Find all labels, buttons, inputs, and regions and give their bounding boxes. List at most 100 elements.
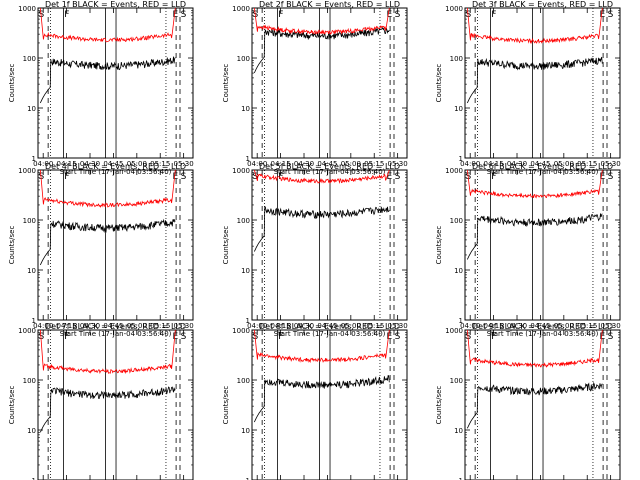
y-axis-label: Counts/sec [435,386,443,425]
segment-label: S [608,10,614,20]
panel-title: Det 7f BLACK = Events, RED = LLD [45,322,186,331]
panel-title: Det 4f BLACK = Events, RED = LLD [45,162,186,171]
segment-label: S [181,172,187,182]
panel-title: Det 6f BLACK = Events, RED = LLD [472,162,613,171]
events-series-line [253,26,390,74]
plot-frame [464,7,621,159]
panel-title: Det 9f BLACK = Events, RED = LLD [472,322,613,331]
x-tick-label: 04:30 [294,160,314,168]
segment-label: S [465,332,471,342]
segment-label: F [278,10,283,20]
segment-label: S [181,332,187,342]
panel-4: Det 4f BLACK = Events, RED = LLD 1 10 100 10… [8,162,194,338]
lld-series-line [466,7,603,44]
y-tick-label: 1000 [232,5,250,13]
segment-label: F [64,172,69,182]
x-tick-label: 05:15 [364,160,384,168]
x-tick-label: 04:45 [103,322,123,330]
plot-frame [37,329,194,480]
y-tick-label: 1 [459,317,463,325]
segment-label: E [387,10,393,20]
panel-title: Det 5f BLACK = Events, RED = LLD [259,162,400,171]
segment-label: E [600,172,606,182]
segment-label: E [387,332,393,342]
x-tick-label: 04:00 [460,322,480,330]
y-tick-label: 1 [246,317,250,325]
x-tick-label: 04:45 [530,322,550,330]
y-tick-label: 100 [237,55,250,63]
segment-label: S [181,10,187,20]
panel-title: Det 1f BLACK = Events, RED = LLD [45,0,186,9]
x-tick-label: 04:00 [33,160,53,168]
x-tick-label: 04:30 [507,322,527,330]
y-tick-label: 1 [246,477,250,480]
x-tick-label: 04:45 [530,160,550,168]
x-tick-label: 04:15 [271,322,291,330]
segment-label: F [491,332,496,342]
y-axis-label: Counts/sec [8,226,16,265]
x-tick-label: 05:30 [388,322,408,330]
x-tick-label: 04:30 [80,160,100,168]
events-series-line [39,218,176,266]
y-tick-label: 1000 [445,167,463,175]
x-tick-label: 05:15 [577,322,597,330]
x-tick-label: 05:15 [364,322,384,330]
events-series-line [39,386,176,433]
panel-8: Det 8f BLACK = Events, RED = LLD 1 10 100 10… [222,322,408,480]
x-tick-label: 05:30 [388,160,408,168]
plot-frame [251,7,408,159]
x-tick-label: 04:15 [484,322,504,330]
x-tick-label: 05:00 [341,160,361,168]
y-tick-label: 1 [32,477,36,480]
x-tick-label: 05:00 [127,160,147,168]
y-axis-label: Counts/sec [222,64,230,103]
segment-label: S [38,172,44,182]
x-tick-label: 05:00 [554,160,574,168]
y-tick-label: 1 [32,155,36,163]
plot-frame [251,329,408,480]
lld-series-line [253,7,390,35]
segment-label: E [600,332,606,342]
segment-label: S [38,332,44,342]
segment-label: E [600,10,606,20]
y-tick-label: 10 [27,267,36,275]
plot-frame [464,169,621,321]
x-tick-label: 04:30 [80,322,100,330]
lld-series-line [466,329,603,368]
panel-title: Det 3f BLACK = Events, RED = LLD [472,0,613,9]
segment-label: S [252,172,258,182]
x-tick-label: 04:45 [317,160,337,168]
x-tick-label: 04:00 [247,322,267,330]
lld-series-line [253,169,390,185]
x-tick-label: 05:00 [127,322,147,330]
events-series-line [466,381,603,429]
segment-label: F [64,332,69,342]
x-tick-label: 05:30 [601,160,621,168]
lld-series-line [466,169,603,199]
x-tick-label: 05:30 [174,322,194,330]
x-tick-label: 04:00 [460,160,480,168]
y-tick-label: 100 [23,55,36,63]
events-series-line [39,56,176,104]
plot-frame [37,169,194,321]
y-tick-label: 100 [450,55,463,63]
y-tick-label: 1 [246,155,250,163]
lld-series-line [253,329,390,364]
x-tick-label: 05:00 [341,322,361,330]
x-tick-label: 04:30 [507,160,527,168]
segment-label: S [608,332,614,342]
y-tick-label: 10 [454,105,463,113]
y-tick-label: 100 [237,217,250,225]
events-series-line [466,56,603,104]
y-tick-label: 1 [459,155,463,163]
panel-6: Det 6f BLACK = Events, RED = LLD 1 10 100 10… [435,162,621,338]
y-axis-label: Counts/sec [222,226,230,265]
x-tick-label: 05:15 [150,322,170,330]
y-axis-label: Counts/sec [222,386,230,425]
lld-series-line [39,329,176,375]
x-tick-label: 04:45 [317,322,337,330]
events-series-line [253,206,390,252]
x-tick-label: 05:15 [577,160,597,168]
y-axis-label: Counts/sec [8,64,16,103]
